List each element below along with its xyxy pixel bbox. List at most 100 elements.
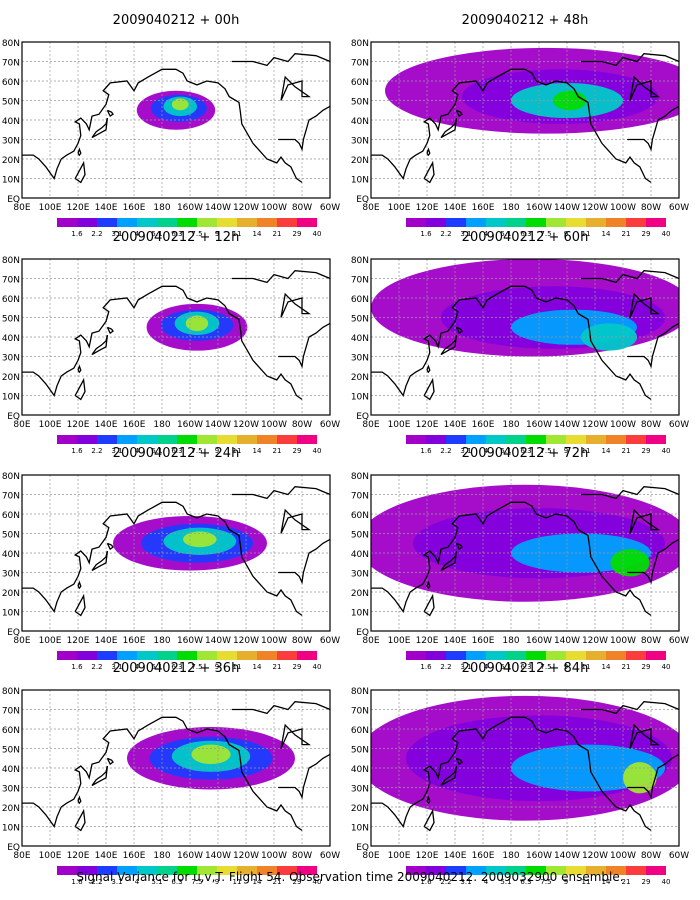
map-frame bbox=[21, 474, 331, 632]
colorbar-label: 1.6 bbox=[71, 230, 83, 238]
colorbar-swatch bbox=[197, 866, 217, 875]
x-tick-label: 100E bbox=[39, 420, 62, 430]
colorbar-swatch bbox=[217, 866, 237, 875]
y-tick-label: EQ bbox=[7, 628, 20, 638]
colorbar-swatch bbox=[526, 435, 546, 444]
colorbar-swatch bbox=[486, 435, 506, 444]
coastline bbox=[423, 808, 435, 832]
colorbar-swatch bbox=[57, 651, 77, 660]
x-tick-label: 140E bbox=[444, 420, 467, 430]
colorbar-swatch bbox=[506, 866, 526, 875]
coastline bbox=[22, 501, 303, 616]
variance-contour bbox=[171, 98, 189, 111]
y-tick-label: 80N bbox=[2, 687, 20, 697]
colorbar-swatch bbox=[446, 218, 466, 227]
colorbar-swatch bbox=[406, 651, 426, 660]
colorbar-label: 9 bbox=[564, 447, 568, 455]
colorbar-swatch bbox=[97, 651, 117, 660]
colorbar-swatch bbox=[606, 435, 626, 444]
colorbar-label: 5.1 bbox=[151, 230, 162, 238]
variance-contour bbox=[610, 549, 650, 577]
colorbar-swatch bbox=[117, 218, 137, 227]
colorbar-swatch bbox=[297, 218, 317, 227]
coastline bbox=[426, 795, 431, 805]
coastline bbox=[371, 501, 652, 616]
colorbar-label: 9 bbox=[215, 663, 219, 671]
coastline bbox=[74, 593, 86, 617]
coastline bbox=[280, 508, 312, 534]
variance-contour bbox=[191, 744, 231, 765]
x-tick-label: 80E bbox=[362, 203, 379, 213]
colorbar-label: 1.6 bbox=[71, 447, 83, 455]
y-tick-label: 70N bbox=[351, 492, 369, 502]
colorbar-swatch bbox=[526, 866, 546, 875]
y-tick-label: 60N bbox=[351, 295, 369, 305]
variance-contour bbox=[553, 90, 587, 111]
x-tick-label: 180 bbox=[153, 203, 170, 213]
variance-contour bbox=[183, 531, 217, 548]
y-tick-label: 60N bbox=[2, 511, 20, 521]
y-tick-label: EQ bbox=[7, 843, 20, 853]
colorbar-label: 3.1 bbox=[111, 663, 122, 671]
y-tick-label: 20N bbox=[351, 156, 369, 166]
x-tick-label: 140E bbox=[444, 851, 467, 861]
colorbar-label: 40 bbox=[662, 663, 671, 671]
x-tick-label: 140E bbox=[444, 203, 467, 213]
colorbar-swatch bbox=[466, 218, 486, 227]
x-tick-label: 160E bbox=[123, 203, 146, 213]
colorbar-swatch bbox=[77, 218, 97, 227]
y-tick-label: 70N bbox=[351, 59, 369, 69]
colorbar-swatch bbox=[177, 866, 197, 875]
x-tick-label: 80W bbox=[641, 851, 661, 861]
colorbar-swatch bbox=[197, 651, 217, 660]
colorbar-label: 1.6 bbox=[71, 663, 83, 671]
colorbar-label: 1.6 bbox=[71, 878, 83, 886]
colorbar-label: 14 bbox=[602, 663, 611, 671]
colorbar-label: 4 bbox=[484, 663, 489, 671]
coastline bbox=[426, 580, 431, 590]
coastline bbox=[581, 53, 679, 67]
colorbar-label: 2.2 bbox=[91, 663, 102, 671]
colorbar-label: 1.6 bbox=[420, 230, 432, 238]
panel-title: 2009040212 + 24h bbox=[113, 446, 240, 461]
colorbar-swatch bbox=[586, 651, 606, 660]
y-tick-label: 70N bbox=[2, 707, 20, 717]
colorbar-swatch bbox=[606, 651, 626, 660]
colorbar-swatch bbox=[137, 435, 157, 444]
colorbar-label: 5.1 bbox=[500, 230, 511, 238]
x-tick-label: 100E bbox=[388, 420, 411, 430]
y-tick-label: 80N bbox=[351, 472, 369, 482]
colorbar-swatch bbox=[606, 218, 626, 227]
y-tick-label: 30N bbox=[2, 137, 20, 147]
colorbar-label: 2.2 bbox=[91, 447, 102, 455]
colorbar-swatch bbox=[137, 866, 157, 875]
colorbar-swatch bbox=[77, 435, 97, 444]
colorbar-label: 9 bbox=[564, 663, 568, 671]
coastline bbox=[440, 117, 458, 139]
y-tick-label: 50N bbox=[351, 315, 369, 325]
colorbar-label: 11 bbox=[582, 230, 591, 238]
colorbar-label: 9 bbox=[564, 878, 568, 886]
panel-title: 2009040212 + 00h bbox=[113, 13, 240, 28]
colorbar-swatch bbox=[566, 866, 586, 875]
y-tick-label: 60N bbox=[2, 295, 20, 305]
x-tick-label: 160W bbox=[177, 420, 203, 430]
y-tick-label: 40N bbox=[351, 117, 369, 127]
colorbar-label: 11 bbox=[233, 663, 242, 671]
colorbar-swatch bbox=[426, 435, 446, 444]
y-tick-label: 10N bbox=[2, 176, 20, 186]
colorbar-label: 1.6 bbox=[420, 878, 432, 886]
x-tick-label: 140W bbox=[554, 851, 580, 861]
x-tick-label: 80W bbox=[292, 203, 312, 213]
panel-title: 2009040212 + 60h bbox=[462, 230, 589, 245]
coastline bbox=[77, 147, 82, 157]
coastline bbox=[627, 322, 679, 369]
colorbar-label: 7.5 bbox=[540, 230, 551, 238]
x-tick-label: 160E bbox=[472, 420, 495, 430]
x-tick-label: 160W bbox=[526, 636, 552, 646]
x-tick-label: 180 bbox=[502, 203, 519, 213]
colorbar-swatch bbox=[157, 435, 177, 444]
colorbar-swatch bbox=[546, 866, 566, 875]
x-tick-label: 60W bbox=[320, 420, 340, 430]
x-tick-label: 100W bbox=[261, 203, 287, 213]
